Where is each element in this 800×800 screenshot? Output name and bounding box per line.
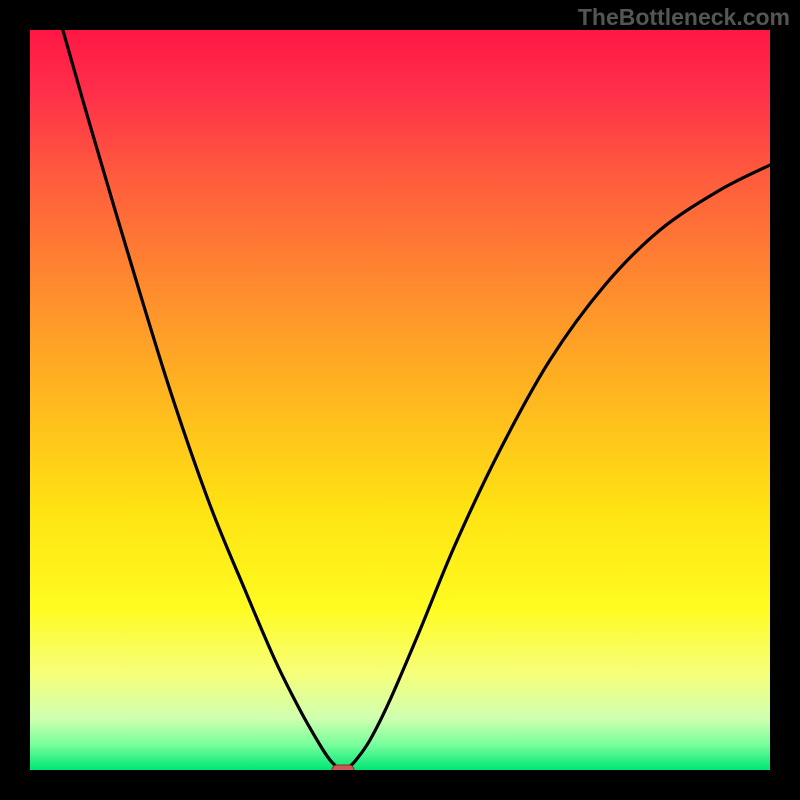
plot-background [30,30,770,770]
chart-svg [0,0,800,800]
chart-container: TheBottleneck.com [0,0,800,800]
watermark-text: TheBottleneck.com [578,4,790,31]
